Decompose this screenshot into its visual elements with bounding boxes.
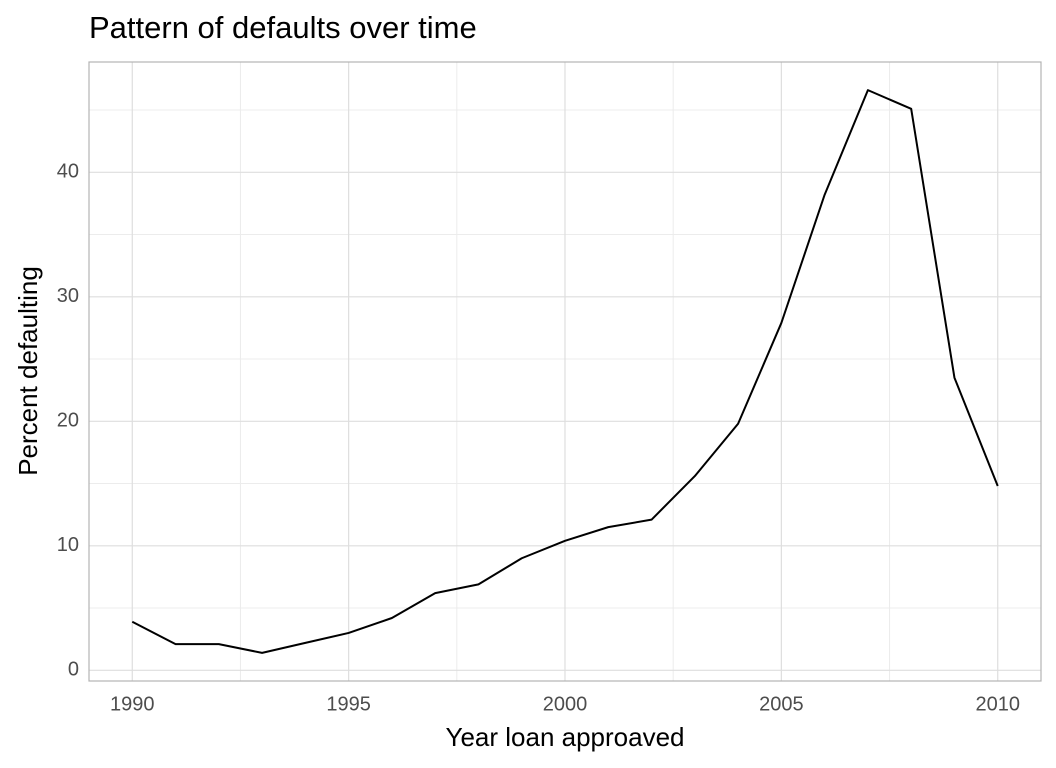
y-tick-label: 10 — [57, 534, 79, 556]
x-tick-label: 2000 — [543, 693, 588, 715]
y-tick-label: 20 — [57, 410, 79, 432]
y-tick-label: 30 — [57, 285, 79, 307]
x-axis-title: Year loan approaved — [445, 722, 684, 752]
grid — [89, 62, 1041, 681]
panel-border — [88, 61, 1042, 682]
x-tick-label: 2005 — [759, 693, 804, 715]
x-tick-label: 1990 — [110, 693, 155, 715]
x-tick-label: 1995 — [326, 693, 371, 715]
x-tick-label: 2010 — [975, 693, 1020, 715]
y-tick-label: 0 — [68, 659, 79, 681]
y-axis-title: Percent defaulting — [13, 266, 43, 476]
plot-area — [131, 89, 999, 654]
y-tick-label: 40 — [57, 161, 79, 183]
chart-title: Pattern of defaults over time — [89, 10, 477, 45]
data-line — [131, 89, 999, 654]
